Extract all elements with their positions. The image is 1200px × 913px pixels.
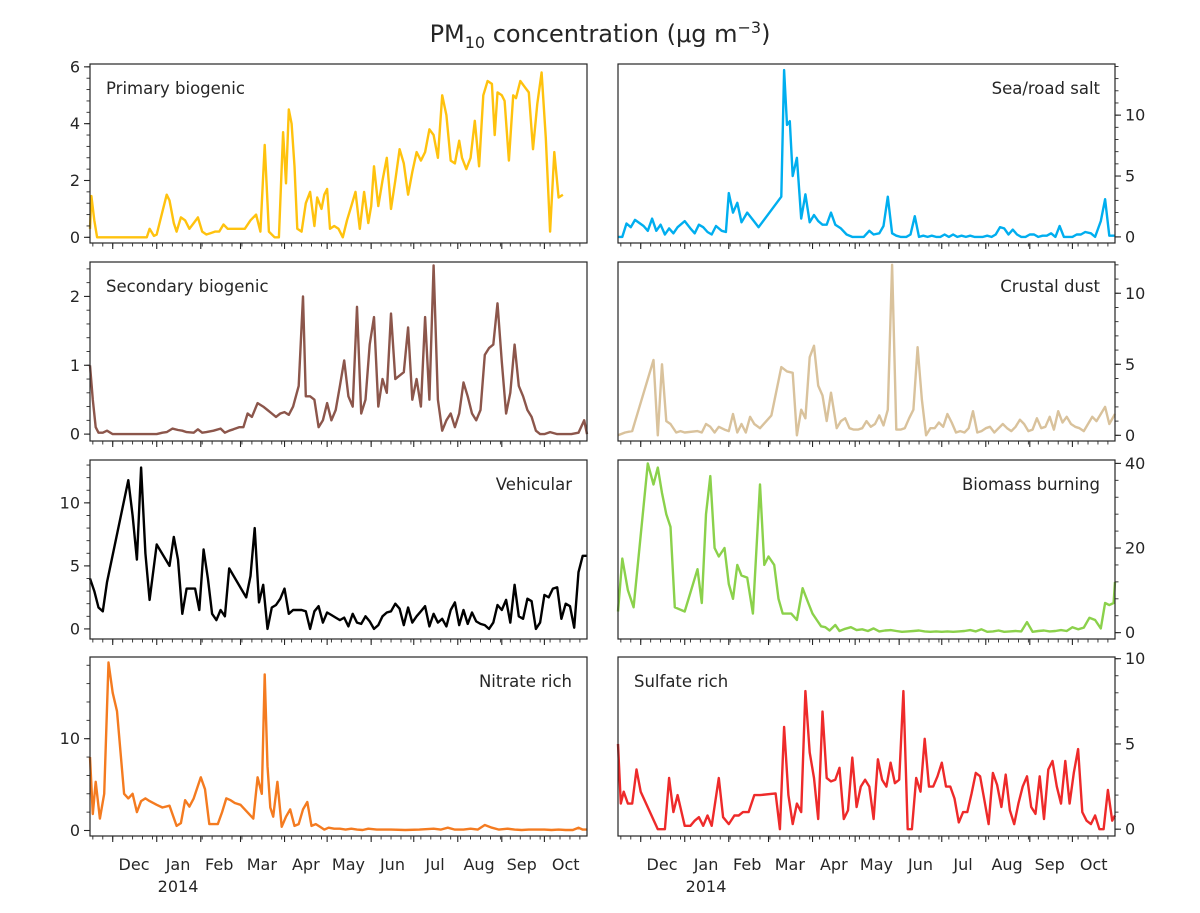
- sulfate-rich-ytick-label: 10: [1125, 649, 1145, 668]
- primary-biogenic-label: Primary biogenic: [106, 79, 245, 98]
- figure-title: PM10 concentration (μg m−3): [0, 18, 1200, 52]
- sea-road-salt-ytick-label: 10: [1125, 106, 1145, 125]
- biomass-burning-label: Biomass burning: [962, 475, 1100, 494]
- month-label: Apr: [292, 855, 320, 874]
- title-subscript: 10: [464, 32, 486, 52]
- month-label: May: [860, 855, 893, 874]
- month-label: Aug: [463, 855, 494, 874]
- nitrate-rich-line: [88, 661, 587, 832]
- crustal-dust-frame: [617, 261, 1116, 442]
- title-superscript: −3: [737, 18, 762, 37]
- month-label: Apr: [820, 855, 848, 874]
- vehicular-ytick-label: 10: [60, 493, 80, 512]
- vehicular-ytick-label: 0: [70, 619, 80, 638]
- sea-road-salt-frame: [617, 63, 1116, 244]
- month-label: Jun: [379, 855, 405, 874]
- month-label: Dec: [647, 855, 678, 874]
- sulfate-rich-line: [616, 689, 1117, 831]
- sulfate-rich-frame: [617, 656, 1116, 837]
- month-label: Jul: [424, 855, 444, 874]
- sulfate-rich-ytick-label: 5: [1125, 734, 1135, 753]
- sulfate-rich-label: Sulfate rich: [634, 672, 728, 691]
- primary-biogenic-line: [88, 71, 564, 239]
- year-label: 2014: [686, 877, 727, 896]
- month-label: Mar: [775, 855, 806, 874]
- biomass-burning-ytick-label: 40: [1125, 454, 1145, 473]
- month-label: May: [332, 855, 365, 874]
- month-label: Feb: [205, 855, 233, 874]
- nitrate-rich-ytick-label: 10: [60, 729, 80, 748]
- secondary-biogenic-ytick-label: 2: [70, 287, 80, 306]
- secondary-biogenic-ytick-label: 0: [70, 425, 80, 444]
- month-label: Jul: [952, 855, 972, 874]
- vehicular-line: [88, 466, 587, 631]
- month-label: Sep: [507, 855, 537, 874]
- month-label: Mar: [247, 855, 278, 874]
- primary-biogenic-ytick-label: 0: [70, 228, 80, 247]
- primary-biogenic-ytick-label: 2: [70, 171, 80, 190]
- month-label: Sep: [1035, 855, 1065, 874]
- month-label: Jan: [693, 855, 719, 874]
- nitrate-rich-ytick-label: 0: [70, 821, 80, 840]
- biomass-burning-frame: [617, 459, 1116, 640]
- crustal-dust-label: Crustal dust: [1000, 277, 1100, 296]
- vehicular-label: Vehicular: [496, 475, 572, 494]
- sea-road-salt-line: [618, 68, 1115, 239]
- month-label: Dec: [119, 855, 150, 874]
- secondary-biogenic-line: [88, 264, 589, 436]
- title-end: ): [761, 20, 771, 48]
- nitrate-rich-label: Nitrate rich: [479, 672, 572, 691]
- biomass-burning-line: [616, 462, 1117, 633]
- vehicular-ytick-label: 5: [70, 556, 80, 575]
- secondary-biogenic-ytick-label: 1: [70, 356, 80, 375]
- biomass-burning-ytick-label: 0: [1125, 623, 1135, 642]
- sea-road-salt-ytick-label: 5: [1125, 167, 1135, 186]
- crustal-dust-ytick-label: 5: [1125, 355, 1135, 374]
- month-label: Oct: [1080, 855, 1108, 874]
- year-label: 2014: [158, 877, 199, 896]
- crustal-dust-line: [617, 263, 1117, 437]
- secondary-biogenic-label: Secondary biogenic: [106, 277, 269, 296]
- sulfate-rich-ytick-label: 0: [1125, 820, 1135, 839]
- month-label: Feb: [733, 855, 761, 874]
- title-main: PM: [429, 20, 465, 48]
- primary-biogenic-ytick-label: 6: [70, 57, 80, 76]
- month-label: Oct: [552, 855, 580, 874]
- nitrate-rich-frame: [89, 656, 588, 837]
- vehicular-frame: [89, 459, 588, 640]
- sea-road-salt-ytick-label: 0: [1125, 227, 1135, 246]
- primary-biogenic-ytick-label: 4: [70, 114, 80, 133]
- month-label: Jan: [165, 855, 191, 874]
- crustal-dust-ytick-label: 0: [1125, 426, 1135, 445]
- month-label: Jun: [907, 855, 933, 874]
- biomass-burning-ytick-label: 20: [1125, 539, 1145, 558]
- title-rest: concentration (μg m: [485, 20, 738, 48]
- sea-road-salt-label: Sea/road salt: [992, 79, 1101, 98]
- month-label: Aug: [991, 855, 1022, 874]
- primary-biogenic-frame: [89, 63, 588, 244]
- crustal-dust-ytick-label: 10: [1125, 284, 1145, 303]
